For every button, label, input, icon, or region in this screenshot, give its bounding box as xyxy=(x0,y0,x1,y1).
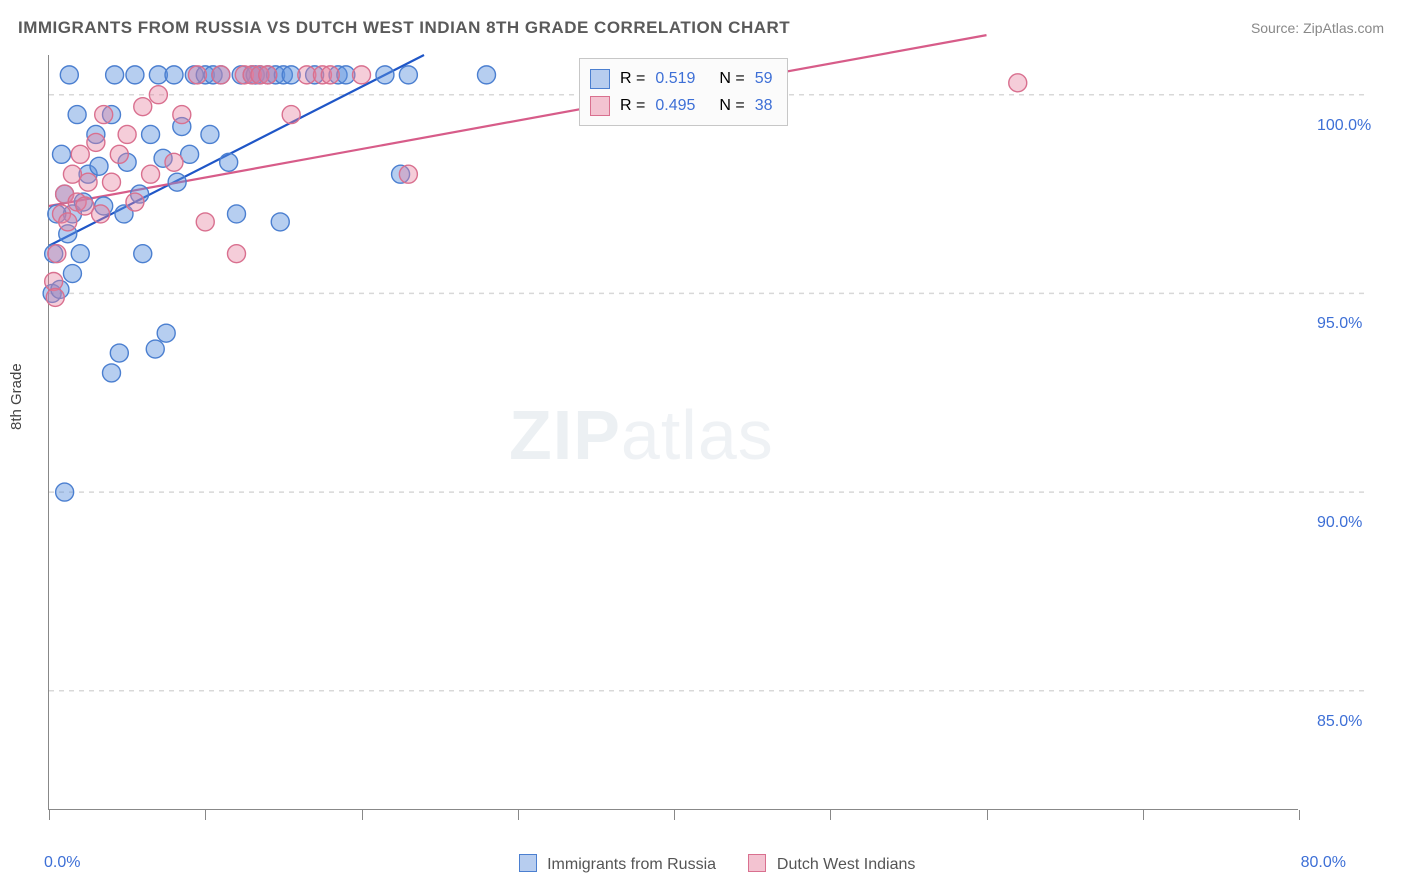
data-point xyxy=(134,98,152,116)
series1-label: Immigrants from Russia xyxy=(547,856,716,873)
data-point xyxy=(71,245,89,263)
data-point xyxy=(282,106,300,124)
swatch-series1-bottom xyxy=(519,854,537,872)
x-tick xyxy=(674,810,675,820)
data-point xyxy=(212,66,230,84)
data-point xyxy=(79,173,97,191)
data-point xyxy=(399,165,417,183)
data-point xyxy=(165,153,183,171)
x-tick xyxy=(362,810,363,820)
data-point xyxy=(48,245,66,263)
data-point xyxy=(134,245,152,263)
data-point xyxy=(45,273,63,291)
data-point xyxy=(201,125,219,143)
x-tick xyxy=(1143,810,1144,820)
data-point xyxy=(95,106,113,124)
data-point xyxy=(376,66,394,84)
data-point xyxy=(165,66,183,84)
x-tick xyxy=(987,810,988,820)
data-point xyxy=(271,213,289,231)
data-point xyxy=(126,193,144,211)
swatch-series2-bottom xyxy=(748,854,766,872)
data-point xyxy=(353,66,371,84)
data-point xyxy=(157,324,175,342)
data-point xyxy=(146,340,164,358)
x-tick xyxy=(205,810,206,820)
data-point xyxy=(478,66,496,84)
swatch-series2 xyxy=(590,96,610,116)
data-point xyxy=(142,165,160,183)
swatch-series1 xyxy=(590,69,610,89)
y-tick-label: 100.0% xyxy=(1317,117,1371,135)
data-point xyxy=(110,145,128,163)
trend-line xyxy=(49,35,987,206)
y-axis-label: 8th Grade xyxy=(8,363,25,430)
data-point xyxy=(110,344,128,362)
x-tick xyxy=(518,810,519,820)
data-point xyxy=(60,66,78,84)
plot-area: ZIPatlas 85.0%90.0%95.0%100.0% R = 0.519… xyxy=(48,55,1298,810)
series2-label: Dutch West Indians xyxy=(777,856,915,873)
data-point xyxy=(399,66,417,84)
data-point xyxy=(63,265,81,283)
data-point xyxy=(106,66,124,84)
data-point xyxy=(196,213,214,231)
x-tick xyxy=(49,810,50,820)
bottom-legend: Immigrants from Russia Dutch West Indian… xyxy=(0,854,1406,874)
data-point xyxy=(90,157,108,175)
data-point xyxy=(173,106,191,124)
data-point xyxy=(228,205,246,223)
data-point xyxy=(220,153,238,171)
data-point xyxy=(142,125,160,143)
data-point xyxy=(92,205,110,223)
y-tick-label: 95.0% xyxy=(1317,315,1362,333)
data-point xyxy=(71,145,89,163)
y-tick-label: 85.0% xyxy=(1317,713,1362,731)
source-attribution: Source: ZipAtlas.com xyxy=(1251,20,1384,36)
chart-title: IMMIGRANTS FROM RUSSIA VS DUTCH WEST IND… xyxy=(18,18,790,38)
data-point xyxy=(56,483,74,501)
data-point xyxy=(188,66,206,84)
legend-row-series1: R = 0.519 N = 59 xyxy=(590,65,773,92)
data-point xyxy=(87,133,105,151)
data-point xyxy=(1009,74,1027,92)
data-point xyxy=(118,125,136,143)
data-point xyxy=(68,106,86,124)
stats-legend: R = 0.519 N = 59 R = 0.495 N = 38 xyxy=(579,58,788,126)
data-point xyxy=(103,364,121,382)
data-point xyxy=(59,213,77,231)
data-point xyxy=(126,66,144,84)
legend-row-series2: R = 0.495 N = 38 xyxy=(590,92,773,119)
x-tick xyxy=(1299,810,1300,820)
data-point xyxy=(228,245,246,263)
scatter-svg xyxy=(49,55,1299,810)
data-point xyxy=(168,173,186,191)
data-point xyxy=(321,66,339,84)
data-point xyxy=(46,288,64,306)
data-point xyxy=(259,66,277,84)
data-point xyxy=(103,173,121,191)
data-point xyxy=(53,145,71,163)
x-tick xyxy=(830,810,831,820)
data-point xyxy=(149,86,167,104)
y-tick-label: 90.0% xyxy=(1317,514,1362,532)
